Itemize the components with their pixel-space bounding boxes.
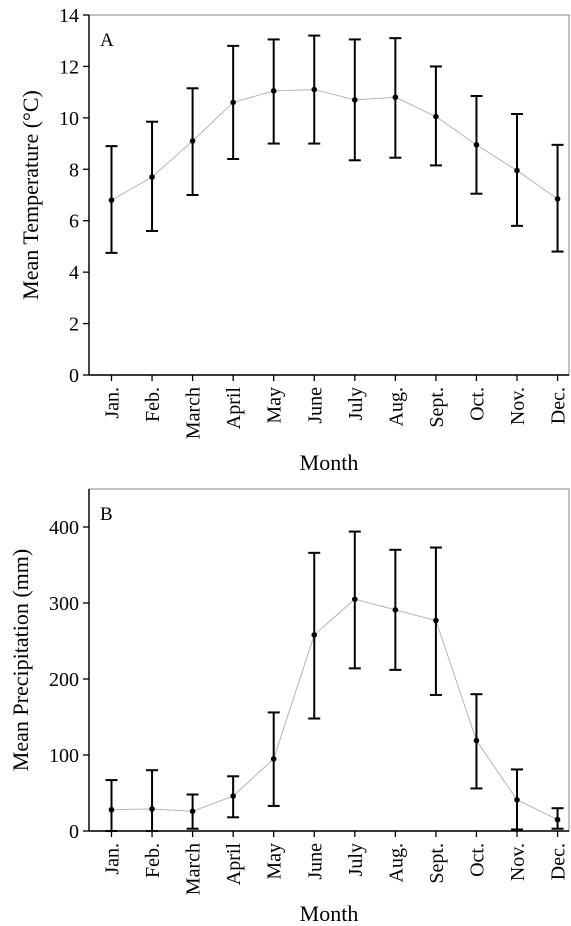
x-tick-label: Aug. [385, 843, 407, 882]
data-point [149, 174, 155, 180]
y-tick-label: 14 [59, 5, 79, 27]
x-tick-label: Nov. [507, 843, 529, 881]
data-point [189, 138, 196, 144]
data-point [554, 816, 561, 823]
x-tick-label: March [183, 387, 205, 439]
data-point [230, 99, 236, 106]
x-tick-label: Jan. [102, 387, 124, 419]
y-tick-label: 0 [69, 365, 79, 387]
data-point [230, 793, 236, 799]
panel-b: B Mean Precipitation (mm) Month 0 100 200 3… [8, 488, 570, 926]
x-tick-label: June [304, 387, 326, 424]
x-tick-label: Dec. [548, 387, 570, 424]
data-point [514, 167, 520, 174]
y-tick-label: 12 [59, 56, 79, 78]
data-point [473, 142, 480, 148]
y-tick-label: 10 [59, 108, 79, 130]
x-tick-label: July [345, 843, 367, 876]
data-point [149, 806, 155, 812]
panel-a-points [108, 86, 561, 203]
y-tick-label: 400 [49, 517, 79, 539]
panel-b-label: B [100, 504, 113, 525]
y-tick-label: 100 [49, 745, 79, 767]
x-tick-label: July [345, 387, 367, 420]
data-point [270, 756, 277, 762]
panel-b-x-axis-title: Month [300, 901, 359, 926]
data-point [311, 86, 318, 93]
x-tick-label: Feb. [142, 387, 164, 422]
data-point [352, 97, 358, 103]
y-tick-label: 200 [49, 669, 79, 691]
data-point [514, 797, 520, 803]
panel-b-y-ticks: 0 100 200 300 400 [49, 517, 89, 843]
y-tick-label: 2 [69, 314, 79, 336]
x-tick-label: April [223, 843, 245, 886]
x-tick-label: May [264, 843, 286, 880]
panel-a-x-ticks: Jan. Feb. March April May June July Aug. Sept. Oc… [102, 375, 570, 439]
x-tick-label: June [304, 843, 326, 880]
data-point [270, 88, 277, 94]
x-tick-label: May [264, 387, 286, 424]
data-point [311, 632, 318, 638]
panel-a-x-axis-title: Month [300, 450, 359, 475]
panel-b-x-ticks: Jan. Feb. March April May June July Aug. Sept. Oc… [102, 831, 570, 895]
x-tick-label: Oct. [466, 387, 488, 421]
data-point [189, 808, 196, 815]
data-point [108, 806, 115, 813]
panel-a-frame [88, 14, 570, 376]
x-tick-label: March [183, 843, 205, 895]
panel-b-frame [88, 488, 570, 832]
panel-b-y-axis-title: Mean Precipitation (mm) [8, 549, 33, 771]
y-tick-label: 6 [69, 211, 79, 233]
panel-b-series [111, 598, 558, 821]
x-tick-label: April [223, 387, 245, 430]
series-line [111, 598, 558, 821]
y-tick-label: 8 [69, 159, 79, 181]
x-tick-label: Feb. [142, 843, 164, 878]
data-point [554, 196, 561, 202]
panel-a: A Mean Temperature (°C) Month 0 2 4 6 8 10 12 1… [18, 5, 570, 475]
panel-a-y-axis-title: Mean Temperature (°C) [18, 90, 43, 300]
x-tick-label: Jan. [102, 843, 124, 875]
panel-b-points [108, 596, 561, 823]
panel-a-error-bars [105, 34, 564, 254]
data-point [392, 94, 399, 101]
series-line [111, 89, 558, 201]
y-tick-label: 0 [69, 821, 79, 843]
data-point [433, 113, 439, 120]
data-point [392, 607, 399, 613]
panel-a-series [111, 89, 558, 201]
x-tick-label: Nov. [507, 387, 529, 425]
x-tick-label: Sept. [426, 843, 448, 884]
x-tick-label: Oct. [466, 843, 488, 877]
x-tick-label: Sept. [426, 387, 448, 428]
data-point [108, 197, 115, 203]
data-point [433, 617, 439, 624]
y-tick-label: 4 [69, 262, 79, 284]
x-tick-label: Aug. [385, 387, 407, 426]
data-point [352, 596, 358, 602]
panel-a-y-ticks: 0 2 4 6 8 10 12 14 [59, 5, 89, 387]
y-tick-label: 300 [49, 593, 79, 615]
x-tick-label: Dec. [548, 843, 570, 880]
data-point [473, 737, 480, 744]
panel-a-label: A [100, 30, 114, 51]
panel-b-error-bars [105, 530, 564, 832]
